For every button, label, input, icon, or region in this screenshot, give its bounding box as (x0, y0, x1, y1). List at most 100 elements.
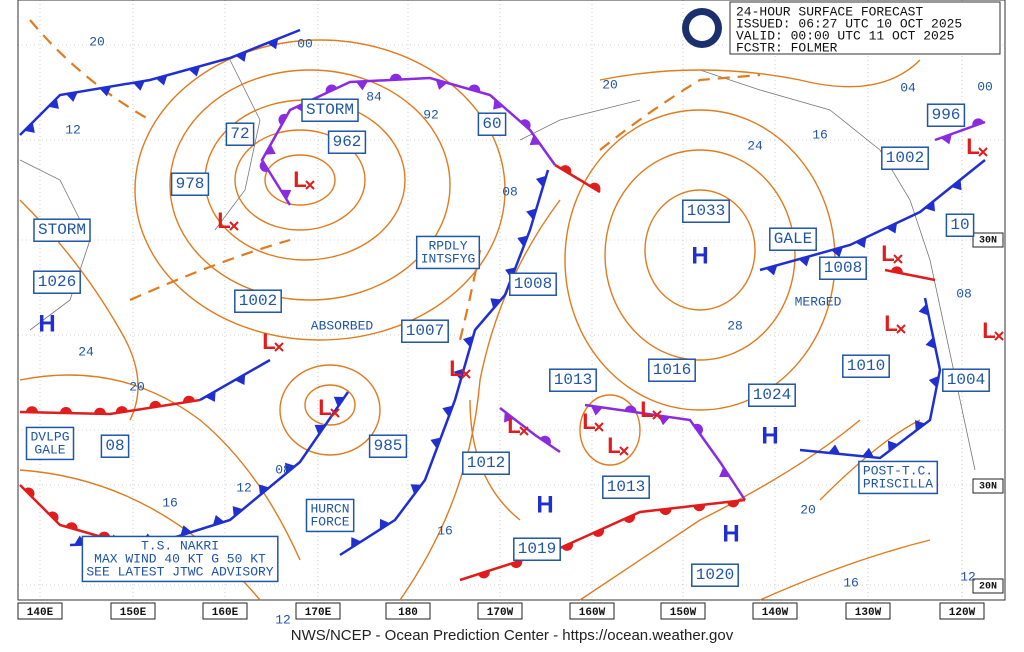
longitude-label: 120W (949, 607, 976, 619)
low-center: L (982, 318, 995, 343)
label-box-frame (819, 256, 867, 280)
low-x (519, 426, 529, 436)
front-pip (798, 256, 811, 267)
isobar (279, 364, 381, 456)
contour-label: 84 (366, 89, 382, 104)
label-box-frame (942, 368, 990, 392)
front-pip (65, 92, 78, 102)
low-center: L (449, 356, 462, 381)
contour-label: MERGED (795, 294, 842, 309)
label-box-frame (945, 213, 975, 237)
longitude-label: 140E (27, 607, 54, 619)
front-pip (623, 514, 636, 523)
low-center: L (640, 397, 653, 422)
front-pip (267, 38, 279, 50)
box-label: SEE LATEST JTWC ADVISORY (86, 564, 273, 579)
footer: NWS/NCEP - Ocean Prediction Center - htt… (291, 627, 734, 644)
label-box-frame (748, 383, 796, 407)
latitude-label: 30N (979, 482, 997, 493)
longitude-box (202, 602, 248, 620)
label-box-frame (682, 199, 730, 223)
contour-label: 08 (956, 286, 972, 301)
front-pip (115, 406, 128, 414)
label-box-frame (691, 563, 739, 587)
box-label: 1033 (687, 202, 725, 220)
longitude-label: 160W (579, 607, 606, 619)
front-pip (232, 506, 244, 517)
map-frame (17, 0, 1006, 601)
box-label: 1010 (847, 357, 885, 375)
longitude-box (17, 602, 63, 620)
box-label: 1024 (753, 386, 791, 404)
front-pip (924, 200, 935, 212)
contour-label: 12 (275, 612, 291, 627)
front-pip (65, 522, 78, 530)
contour-label: 20 (129, 379, 145, 394)
header-title: 24-HOUR SURFACE FORECAST (736, 4, 923, 19)
contour-label: 16 (162, 495, 178, 510)
front-pip (727, 500, 740, 508)
trough (29, 19, 761, 341)
front-pip (264, 144, 276, 155)
longitude-box (569, 602, 615, 620)
front-pip (155, 75, 168, 86)
label-box-frame (513, 537, 561, 561)
front-pip (478, 570, 490, 579)
longitude-box (110, 602, 156, 620)
label-box: 1033 (682, 199, 730, 223)
latitude-box (972, 478, 1004, 494)
contour-label: 12 (960, 569, 976, 584)
low-x (994, 331, 1004, 341)
front-pip (410, 484, 422, 495)
front-pip (693, 504, 706, 512)
front-pip (132, 80, 145, 91)
front-pip (915, 420, 926, 431)
high-center: H (536, 491, 553, 518)
low-center: L (607, 433, 620, 458)
low-x (594, 422, 604, 432)
low-x (229, 221, 239, 231)
longitude-box (752, 602, 798, 620)
label-box-frame (401, 319, 449, 343)
front-pip (855, 237, 867, 249)
label-box: 962 (327, 130, 367, 154)
isobar (134, 39, 506, 341)
isobar (264, 154, 336, 206)
front-pip (180, 525, 192, 536)
header-valid: VALID: 00:00 UTC 11 OCT 2025 (736, 28, 954, 43)
label-box-frame (368, 434, 408, 458)
label-box: 1008 (819, 256, 867, 280)
front-pip (24, 122, 35, 133)
label-box: 1012 (462, 451, 510, 475)
front-pip (333, 396, 345, 407)
label-box: 60 (477, 112, 507, 136)
front-pip (463, 335, 474, 348)
label-box-frame (33, 270, 81, 294)
front-pip (590, 405, 603, 416)
contour-label: 24 (747, 138, 763, 153)
noaa-logo-inner (689, 15, 715, 41)
low-x (652, 410, 662, 420)
front-pip (93, 407, 106, 414)
contour-label: 08 (502, 184, 518, 199)
latitude-label: 30N (979, 236, 997, 247)
box-label: 1008 (514, 275, 552, 293)
front-pip (659, 508, 672, 516)
front-pip (504, 411, 515, 423)
low-x (274, 342, 284, 352)
front-line (19, 398, 201, 416)
front-pip (234, 374, 246, 385)
contour-label: ABSORBED (311, 318, 374, 333)
box-label: 1016 (653, 361, 691, 379)
front-pip (205, 391, 216, 402)
contour-label: 16 (437, 523, 453, 538)
latitude-label: 20N (979, 582, 997, 593)
label-box: 1020 (691, 563, 739, 587)
front-pip (561, 542, 574, 551)
box-label: STORM (38, 221, 86, 239)
box-label: 985 (374, 437, 403, 455)
front-pip (589, 182, 601, 192)
contour-label: 12 (236, 480, 252, 495)
